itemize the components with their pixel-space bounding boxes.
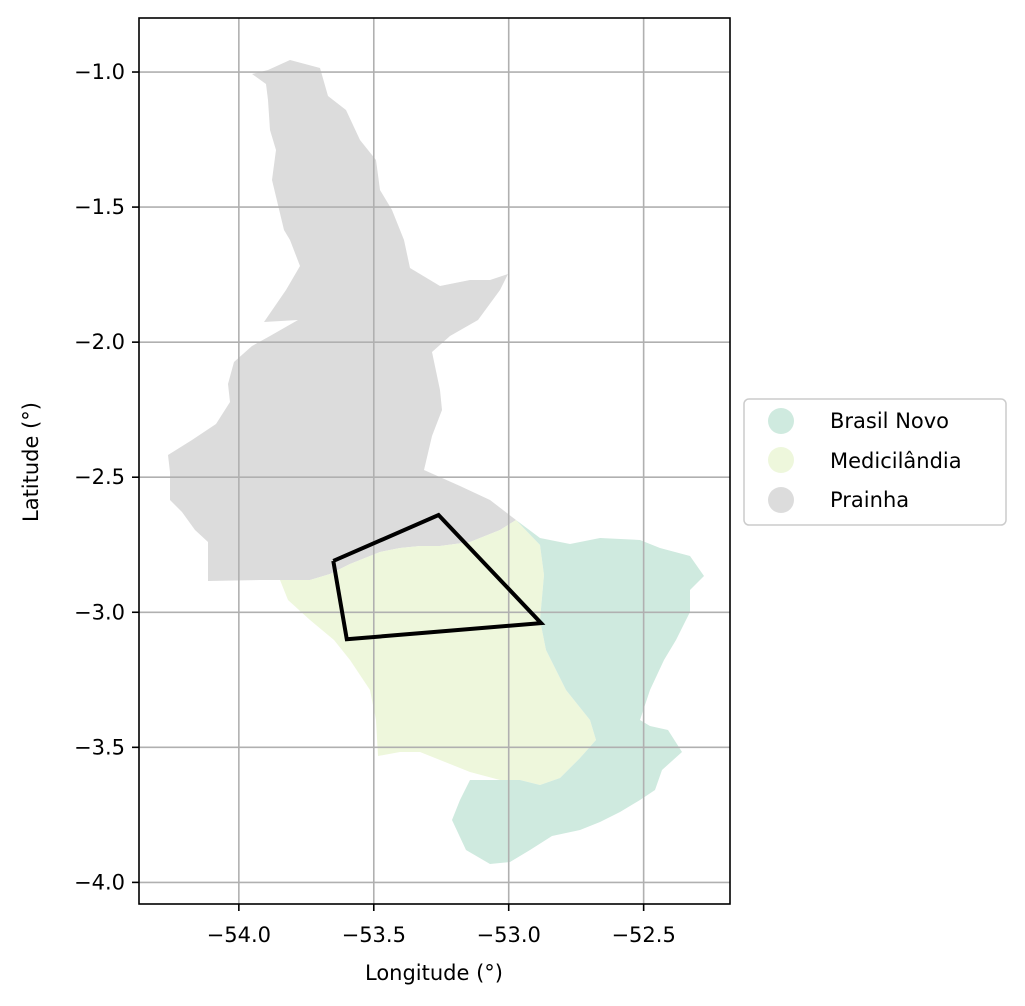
- y-axis-ticks: −1.0 −1.5 −2.0 −2.5 −3.0 −3.5 −4.0: [74, 60, 139, 894]
- x-axis-label: Longitude (°): [365, 961, 503, 985]
- grid-lines: [139, 18, 730, 904]
- legend-label-prainha: Prainha: [830, 488, 909, 512]
- legend-item: Prainha: [768, 487, 909, 513]
- legend-item: Brasil Novo: [768, 408, 949, 434]
- outline-polygon: [331, 512, 546, 642]
- y-tick-label: −3.5: [74, 735, 125, 759]
- x-tick-label: −54.0: [207, 923, 271, 947]
- legend-label-brasil-novo: Brasil Novo: [830, 409, 949, 433]
- y-tick-label: −2.5: [74, 465, 125, 489]
- y-tick-label: −3.0: [74, 600, 125, 624]
- legend-marker-prainha: [768, 487, 794, 513]
- legend-marker-brasil-novo: [768, 408, 794, 434]
- legend-label-medicilandia: Medicilândia: [830, 449, 962, 473]
- y-tick-label: −1.5: [74, 195, 125, 219]
- x-tick-label: −53.5: [342, 923, 406, 947]
- legend: Brasil Novo Medicilândia Prainha: [743, 398, 1007, 526]
- legend-box: [743, 398, 1007, 526]
- region-medicilandia: [280, 520, 596, 785]
- region-prainha: [168, 60, 516, 581]
- x-axis-ticks: −54.0 −53.5 −53.0 −52.5: [207, 904, 676, 947]
- y-tick-label: −2.0: [74, 330, 125, 354]
- y-axis-label: Latitude (°): [19, 402, 43, 522]
- x-tick-label: −53.0: [477, 923, 541, 947]
- map-regions: [168, 60, 704, 864]
- plot-frame: [138, 17, 731, 905]
- x-tick-label: −52.5: [611, 923, 675, 947]
- y-tick-label: −4.0: [74, 870, 125, 894]
- legend-marker-medicilandia: [768, 447, 794, 473]
- y-tick-label: −1.0: [74, 60, 125, 84]
- region-brasil-novo: [452, 520, 704, 864]
- legend-item: Medicilândia: [768, 447, 962, 473]
